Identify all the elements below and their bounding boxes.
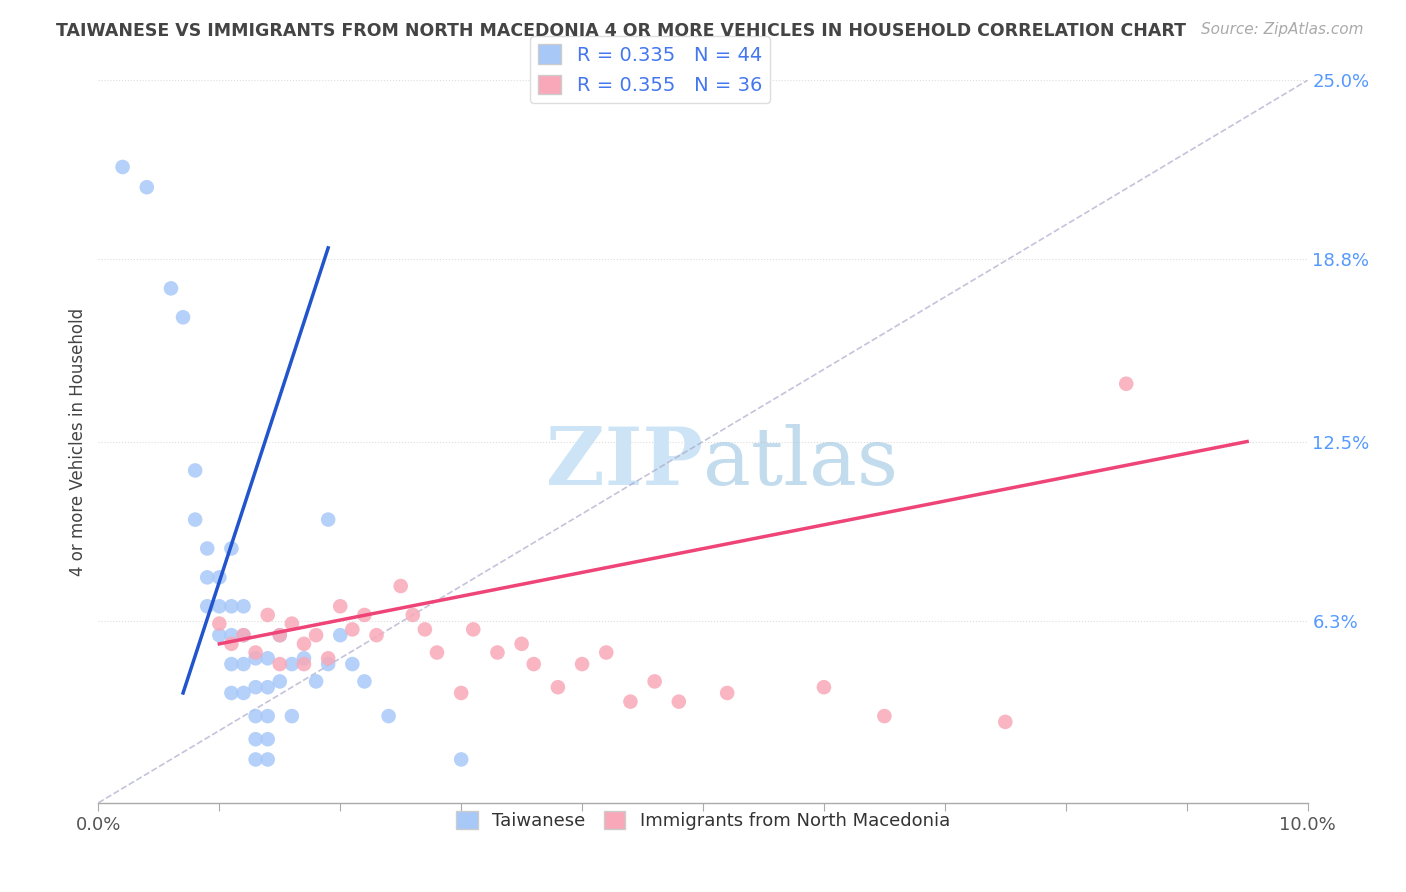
Point: [184, 512, 207, 526]
Point: [172, 310, 194, 325]
Point: [221, 599, 243, 614]
Point: [644, 674, 666, 689]
Point: [232, 599, 254, 614]
Point: [208, 599, 231, 614]
Point: [245, 651, 267, 665]
Point: [135, 180, 157, 194]
Point: [281, 657, 304, 671]
Text: Source: ZipAtlas.com: Source: ZipAtlas.com: [1201, 22, 1364, 37]
Point: [292, 657, 315, 671]
Point: [1115, 376, 1137, 391]
Point: [450, 752, 472, 766]
Point: [184, 463, 207, 477]
Point: [281, 616, 304, 631]
Point: [208, 628, 231, 642]
Point: [353, 674, 375, 689]
Point: [232, 628, 254, 642]
Point: [245, 709, 267, 723]
Point: [316, 512, 339, 526]
Point: [245, 752, 267, 766]
Point: [523, 657, 546, 671]
Point: [668, 695, 690, 709]
Point: [716, 686, 738, 700]
Point: [256, 752, 278, 766]
Point: [256, 709, 278, 723]
Point: [232, 686, 254, 700]
Point: [389, 579, 412, 593]
Point: [316, 657, 339, 671]
Point: [316, 651, 339, 665]
Point: [595, 646, 617, 660]
Point: [245, 680, 267, 694]
Point: [208, 570, 231, 584]
Text: atlas: atlas: [703, 425, 898, 502]
Point: [486, 646, 509, 660]
Point: [813, 680, 835, 694]
Point: [195, 570, 218, 584]
Point: [873, 709, 896, 723]
Point: [292, 651, 315, 665]
Point: [366, 628, 388, 642]
Point: [221, 628, 243, 642]
Text: TAIWANESE VS IMMIGRANTS FROM NORTH MACEDONIA 4 OR MORE VEHICLES IN HOUSEHOLD COR: TAIWANESE VS IMMIGRANTS FROM NORTH MACED…: [56, 22, 1187, 40]
Point: [450, 686, 472, 700]
Point: [256, 651, 278, 665]
Point: [305, 628, 328, 642]
Point: [256, 680, 278, 694]
Point: [195, 541, 218, 556]
Y-axis label: 4 or more Vehicles in Household: 4 or more Vehicles in Household: [69, 308, 87, 575]
Point: [463, 623, 485, 637]
Point: [232, 657, 254, 671]
Point: [292, 637, 315, 651]
Point: [353, 607, 375, 622]
Point: [256, 607, 278, 622]
Point: [281, 709, 304, 723]
Point: [111, 160, 134, 174]
Point: [221, 541, 243, 556]
Legend: Taiwanese, Immigrants from North Macedonia: Taiwanese, Immigrants from North Macedon…: [449, 804, 957, 837]
Point: [329, 599, 352, 614]
Point: [329, 628, 352, 642]
Point: [160, 281, 183, 295]
Point: [256, 732, 278, 747]
Point: [269, 674, 291, 689]
Point: [208, 616, 231, 631]
Point: [245, 646, 267, 660]
Point: [377, 709, 399, 723]
Point: [413, 623, 436, 637]
Point: [269, 628, 291, 642]
Point: [195, 599, 218, 614]
Point: [269, 628, 291, 642]
Point: [342, 657, 364, 671]
Point: [232, 628, 254, 642]
Point: [342, 623, 364, 637]
Point: [221, 637, 243, 651]
Point: [402, 607, 425, 622]
Point: [994, 714, 1017, 729]
Point: [619, 695, 641, 709]
Point: [305, 674, 328, 689]
Point: [245, 732, 267, 747]
Point: [571, 657, 593, 671]
Point: [547, 680, 569, 694]
Point: [510, 637, 533, 651]
Point: [426, 646, 449, 660]
Text: ZIP: ZIP: [546, 425, 703, 502]
Point: [221, 686, 243, 700]
Point: [221, 657, 243, 671]
Point: [269, 657, 291, 671]
